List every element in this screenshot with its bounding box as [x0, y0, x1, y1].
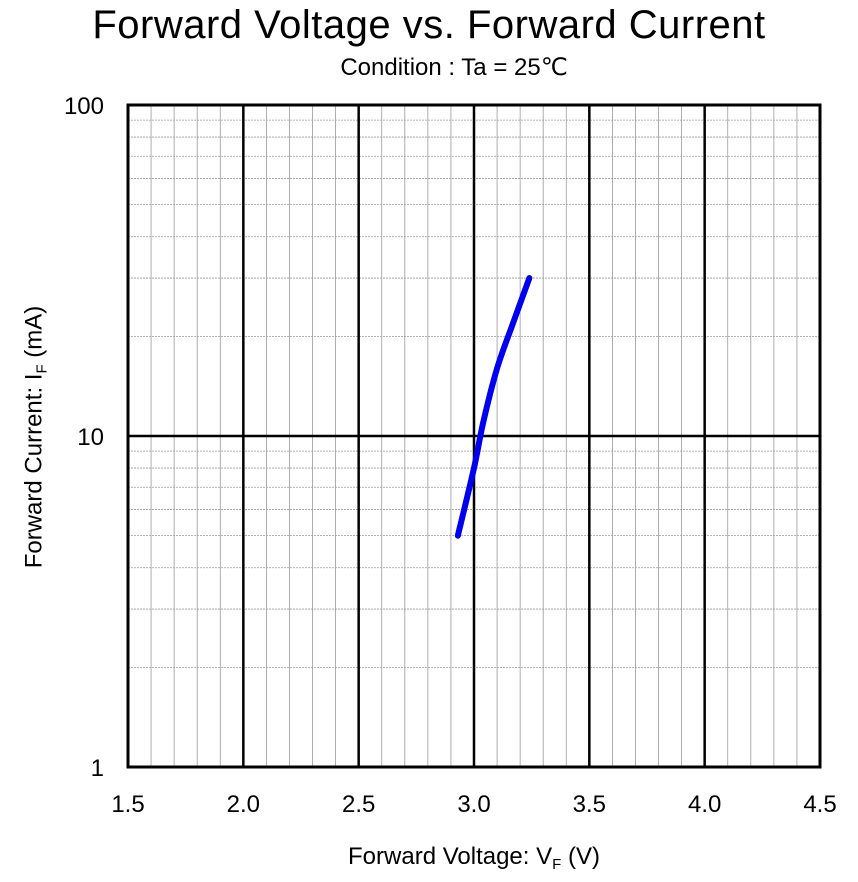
- y-axis-label-suffix: (mA): [20, 305, 48, 365]
- x-tick-label: 4.5: [803, 791, 836, 818]
- x-axis-label-suffix: (V): [561, 843, 600, 870]
- y-tick-label: 10: [77, 424, 104, 451]
- x-tick-label: 1.5: [111, 791, 144, 818]
- x-tick-label: 2.5: [342, 791, 375, 818]
- x-axis-label-subscript: F: [552, 856, 562, 873]
- y-axis-label-prefix: Forward Current: I: [20, 373, 48, 569]
- plot-frame: [126, 103, 822, 769]
- chart-subtitle: Condition : Ta = 25℃: [340, 54, 568, 81]
- chart-title: Forward Voltage vs. Forward Current: [92, 3, 766, 47]
- series-line-0: [454, 275, 533, 539]
- x-axis-label: Forward Voltage: VF (V): [0, 843, 858, 874]
- x-tick-label: 3.5: [573, 791, 606, 818]
- y-axis-label: Forward Current: IF (mA): [21, 306, 52, 569]
- y-tick-label: 100: [64, 93, 104, 120]
- y-tick-label: 1: [91, 755, 104, 782]
- y-axis-label-subscript: F: [33, 364, 51, 374]
- x-axis-label-prefix: Forward Voltage: V: [348, 843, 553, 870]
- x-tick-label: 3.0: [457, 791, 490, 818]
- x-tick-label: 4.0: [688, 791, 721, 818]
- x-tick-label: 2.0: [227, 791, 260, 818]
